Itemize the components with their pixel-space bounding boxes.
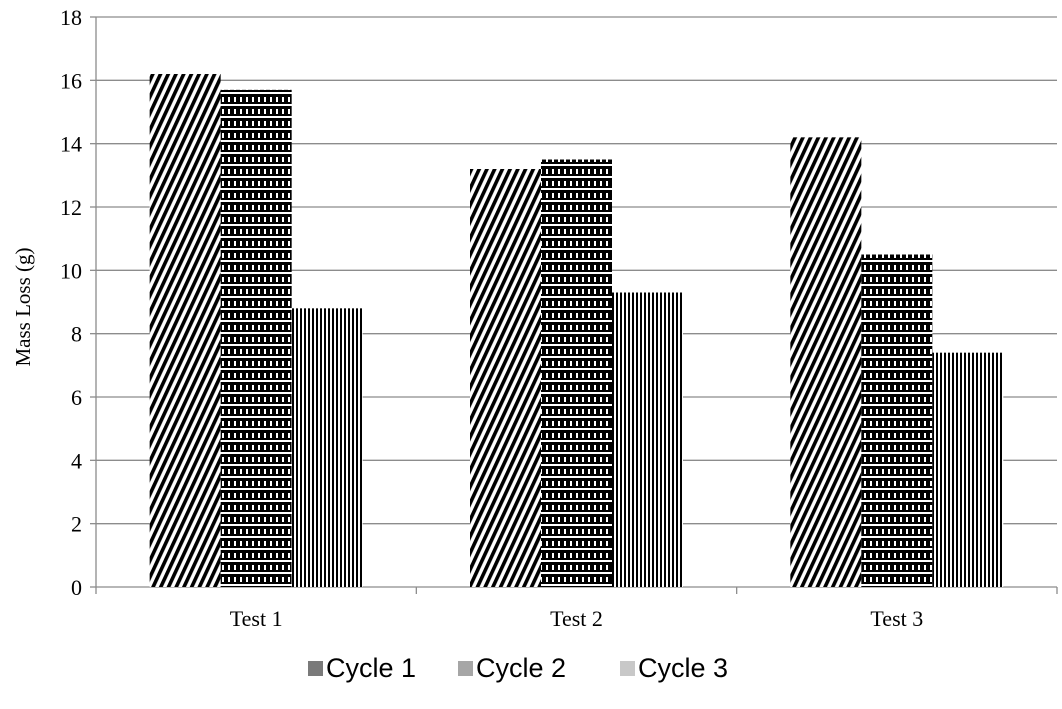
x-tick-label: Test 1 <box>230 606 283 631</box>
y-tick-label: 18 <box>60 5 82 30</box>
legend: Cycle 1 Cycle 2 Cycle 3 <box>308 653 728 683</box>
bar-3-3 <box>932 352 1004 587</box>
y-tick-label: 0 <box>71 575 82 600</box>
y-tick-label: 14 <box>60 132 82 157</box>
bar-1-3 <box>790 137 862 588</box>
y-tick-label: 6 <box>71 385 82 410</box>
legend-swatch <box>458 661 473 676</box>
y-tick-label: 8 <box>71 322 82 347</box>
bar-3-2 <box>612 292 683 587</box>
y-tick-label: 12 <box>60 195 82 220</box>
legend-item: Cycle 3 <box>620 653 728 683</box>
bars <box>149 74 1004 588</box>
x-tick-label: Test 2 <box>550 606 603 631</box>
y-axis-title: Mass Loss (g) <box>11 247 35 366</box>
x-tick-label: Test 3 <box>870 606 923 631</box>
legend-swatch <box>620 661 635 676</box>
bar-2-2 <box>541 159 612 587</box>
bar-1-1 <box>149 74 221 587</box>
bar-2-3 <box>861 254 933 587</box>
bar-1-2 <box>470 169 541 587</box>
legend-label: Cycle 3 <box>638 653 728 683</box>
y-tick-label: 4 <box>71 448 82 473</box>
legend-label: Cycle 2 <box>476 653 566 683</box>
y-tick-label: 2 <box>71 512 82 537</box>
legend-label: Cycle 1 <box>326 653 416 683</box>
y-tick-label: 16 <box>60 68 82 93</box>
bar-3-1 <box>291 308 363 587</box>
bar-2-1 <box>220 89 292 587</box>
legend-item: Cycle 2 <box>458 653 566 683</box>
legend-item: Cycle 1 <box>308 653 416 683</box>
y-tick-label: 10 <box>60 258 82 283</box>
legend-swatch <box>308 661 323 676</box>
x-tick-labels: Test 1 Test 2 Test 3 <box>230 606 924 631</box>
y-tick-labels: 0 2 4 6 8 10 12 14 16 18 <box>60 5 82 600</box>
